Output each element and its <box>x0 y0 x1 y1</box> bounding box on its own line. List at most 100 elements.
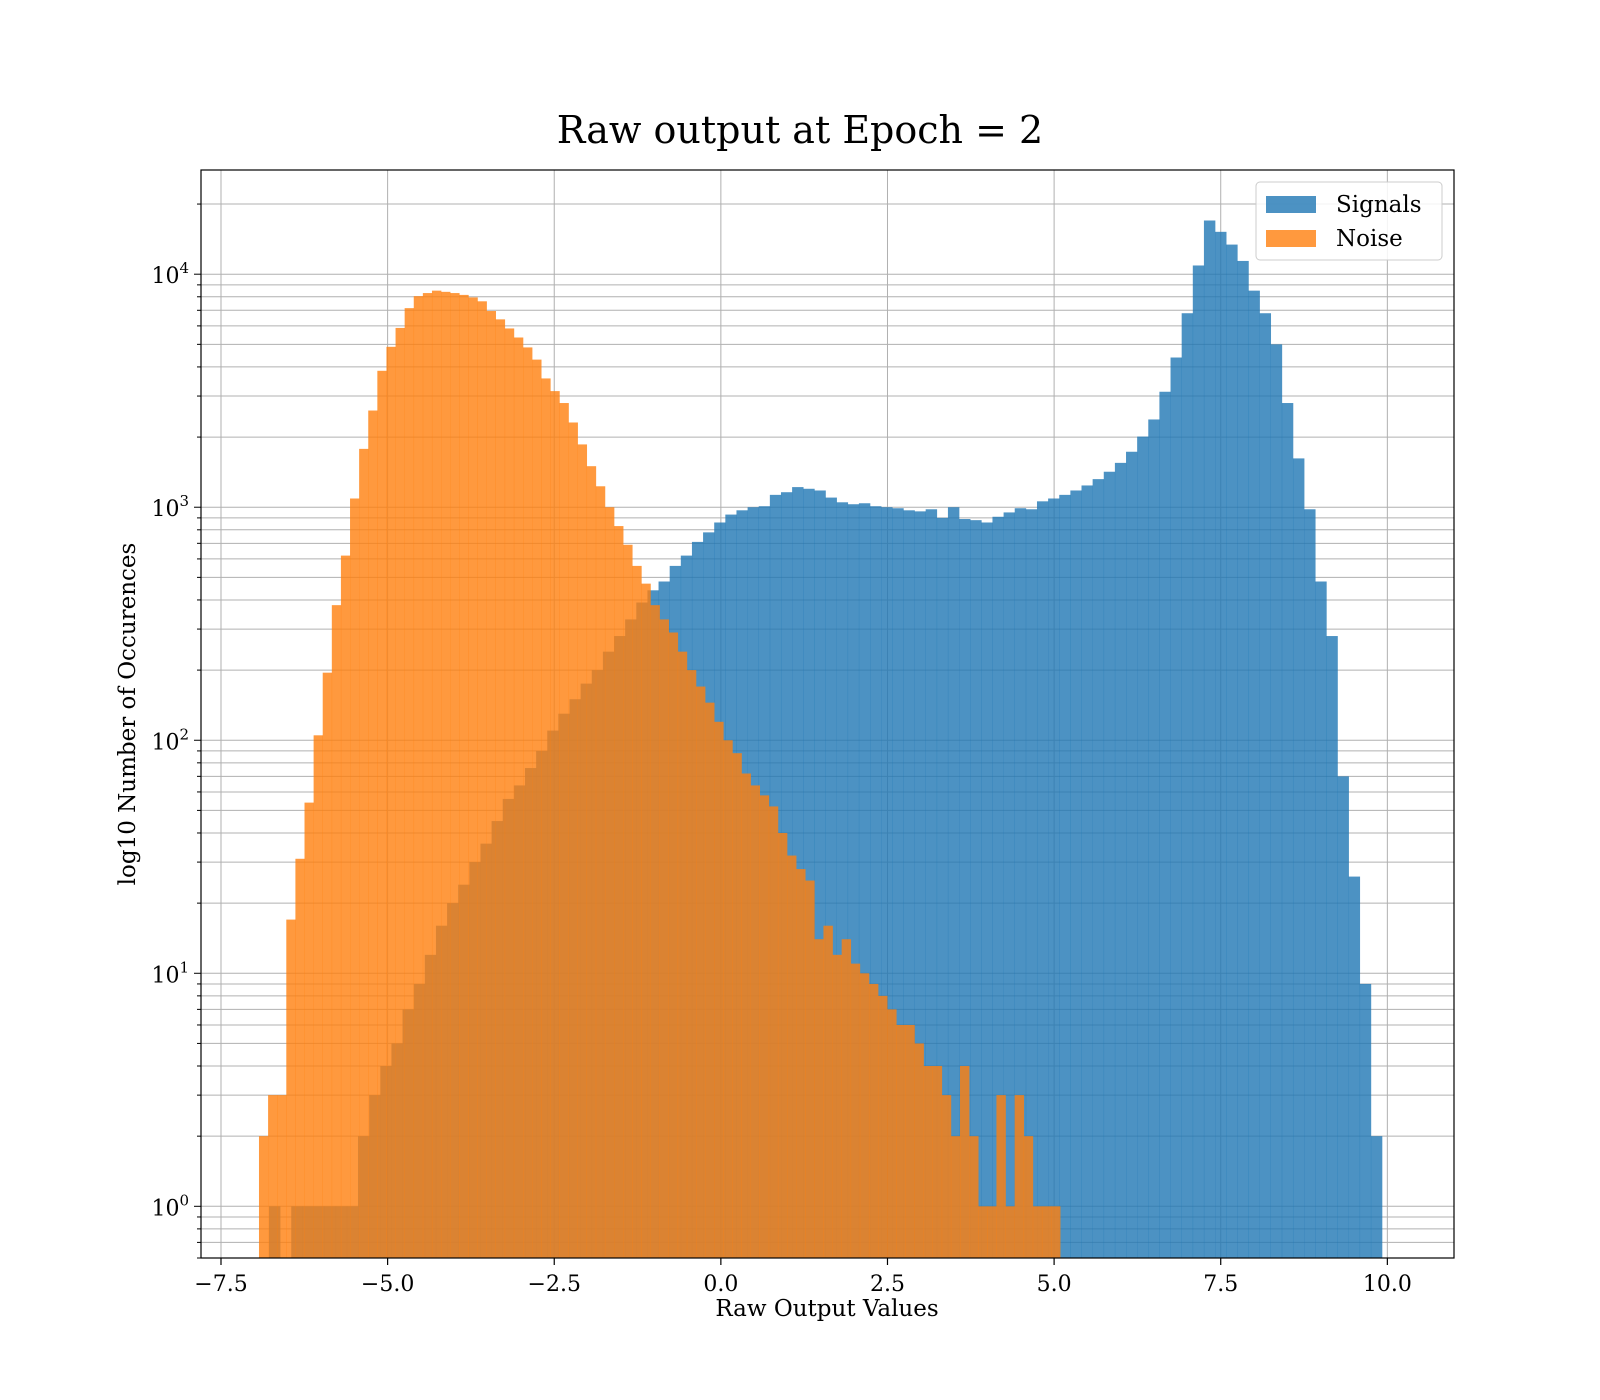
signals-bar <box>1025 509 1038 1258</box>
legend-label-noise: Noise <box>1336 226 1403 252</box>
signals-bar <box>936 517 949 1258</box>
signals-bar <box>1248 290 1260 1258</box>
noise-bar <box>441 291 451 1259</box>
noise-bar <box>941 1095 952 1258</box>
noise-bar <box>960 1066 970 1258</box>
noise-bar <box>896 1024 906 1258</box>
noise-bar <box>814 939 824 1258</box>
noise-bar <box>705 702 715 1258</box>
noise-bar <box>714 721 724 1258</box>
signals-bar <box>970 520 982 1258</box>
noise-bar <box>495 319 506 1258</box>
plot-frame <box>200 169 1455 1259</box>
noise-bar <box>768 806 779 1258</box>
noise-bar <box>1023 1136 1034 1258</box>
signals-bar <box>1103 471 1116 1258</box>
signals-bar <box>1137 436 1149 1258</box>
signals-bar <box>1315 581 1327 1258</box>
signals-bar <box>992 516 1004 1258</box>
signals-bar <box>1281 403 1294 1258</box>
legend-label-signals: Signals <box>1336 192 1422 218</box>
noise-bar <box>368 410 378 1258</box>
noise-bar <box>695 686 706 1258</box>
noise-bar <box>859 973 870 1258</box>
noise-bar <box>632 565 642 1258</box>
noise-bar <box>750 785 761 1258</box>
noise-bar <box>577 444 588 1258</box>
signals-bar <box>1326 636 1338 1258</box>
signals-bar <box>870 506 882 1259</box>
noise-bar <box>841 939 852 1258</box>
noise-bar <box>459 294 469 1258</box>
noise-bar <box>878 995 888 1258</box>
noise-bar <box>486 311 496 1258</box>
signals-bar <box>1048 498 1060 1258</box>
signals-bar <box>914 511 926 1258</box>
x-tick-label: 2.5 <box>870 1272 905 1297</box>
legend-swatch-signals <box>1266 196 1316 213</box>
noise-bar <box>796 869 806 1258</box>
noise-bar <box>923 1066 933 1258</box>
signals-bar <box>1092 479 1105 1258</box>
noise-bar <box>541 378 551 1258</box>
noise-bar <box>641 583 651 1258</box>
noise-bar <box>741 773 751 1258</box>
x-tick-label: 5.0 <box>1037 1272 1072 1297</box>
noise-bar <box>1032 1206 1043 1258</box>
noise-bar <box>304 802 314 1258</box>
signals-bar <box>947 507 960 1259</box>
noise-bar <box>604 507 615 1259</box>
noise-bar <box>595 486 606 1258</box>
noise-bar <box>413 296 424 1258</box>
signals-bar <box>1003 512 1016 1258</box>
x-tick-label: −2.5 <box>528 1272 581 1297</box>
y-axis-ticks: 100 101 102 103 104 <box>151 203 201 1259</box>
signals-bar <box>1348 876 1361 1258</box>
noise-bar <box>832 954 842 1258</box>
signals-bar <box>925 509 938 1258</box>
noise-bar <box>887 1009 897 1258</box>
noise-bar <box>268 1095 278 1258</box>
noise-bar <box>450 293 460 1258</box>
noise-bar <box>395 327 405 1258</box>
noise-bar <box>295 858 305 1258</box>
noise-bar <box>759 795 770 1258</box>
signals-bar <box>981 522 993 1258</box>
signals-bar <box>836 502 849 1258</box>
noise-bar <box>868 983 879 1258</box>
signals-bar <box>1215 231 1227 1259</box>
histogram-bars <box>258 220 1383 1259</box>
signals-bar <box>1304 509 1316 1258</box>
x-tick-label: 10.0 <box>1363 1272 1412 1297</box>
noise-bar <box>559 403 569 1258</box>
signals-bar <box>1081 485 1093 1259</box>
noise-bar <box>987 1206 997 1258</box>
signals-bar <box>803 488 815 1258</box>
legend: Signals Noise <box>1255 181 1443 261</box>
signals-bar <box>1148 419 1160 1259</box>
signals-bar <box>1359 983 1372 1258</box>
noise-bar <box>331 605 342 1258</box>
signals-bar <box>825 497 837 1259</box>
noise-bar <box>850 963 861 1258</box>
noise-bar <box>659 619 669 1258</box>
x-axis-ticks: −7.5 −5.0 −2.5 0.0 2.5 5.0 7.5 10.0 <box>194 1258 1412 1297</box>
noise-bar <box>1041 1206 1052 1258</box>
noise-bar <box>386 346 396 1258</box>
y-tick-label: 100 <box>151 1191 189 1221</box>
x-tick-label: −7.5 <box>194 1272 247 1297</box>
signals-bar <box>1292 458 1305 1258</box>
noise-bar <box>614 526 624 1258</box>
noise-bar <box>1005 1206 1015 1258</box>
x-tick-label: −5.0 <box>361 1272 414 1297</box>
signals-bar <box>1203 220 1216 1258</box>
noise-bar <box>377 370 387 1258</box>
noise-bar <box>978 1206 988 1258</box>
signals-bar <box>1237 260 1249 1258</box>
series-noise <box>258 290 1061 1259</box>
signals-bar <box>1114 462 1127 1258</box>
y-tick-label: 101 <box>151 958 189 988</box>
noise-bar <box>404 308 415 1258</box>
noise-bar <box>623 544 633 1258</box>
